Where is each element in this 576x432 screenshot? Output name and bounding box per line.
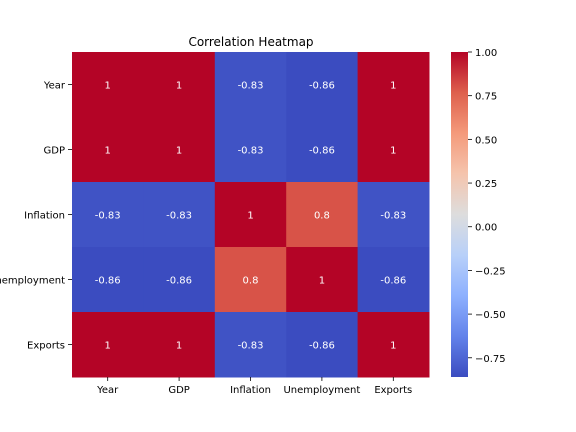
y-tick-label: Exports [27, 341, 65, 352]
colorbar-tick-label: −0.75 [475, 354, 506, 365]
cell-annotation: -0.86 [309, 81, 335, 92]
heatmap-cell [143, 247, 216, 313]
colorbar-tick-label: 1.00 [475, 48, 497, 59]
colorbar-tick-label: 0.50 [475, 135, 497, 146]
cell-annotation: -0.83 [95, 211, 121, 222]
heatmap-cell [214, 182, 287, 248]
x-tick-label: Exports [374, 385, 412, 396]
cell-annotation: 1 [176, 341, 182, 352]
heatmap-cell [214, 52, 287, 118]
heatmap-cell [357, 117, 430, 183]
colorbar-gradient [451, 52, 468, 377]
x-tick-label: Unemployment [283, 385, 360, 396]
cell-annotation: -0.86 [309, 341, 335, 352]
cell-annotation: 1 [176, 146, 182, 157]
y-tick-label: Year [43, 81, 66, 92]
heatmap-cell [286, 247, 359, 313]
y-tick-label: Inflation [24, 211, 65, 222]
y-tick-label: Unemployment [0, 276, 65, 287]
heatmap-cell [72, 312, 144, 378]
heatmap-cell [357, 182, 430, 248]
cell-annotation: -0.83 [166, 211, 192, 222]
heatmap-cell [72, 117, 144, 183]
cell-annotation: 1 [390, 146, 396, 157]
heatmap-cell [286, 117, 359, 183]
heatmap-cell [72, 247, 144, 313]
heatmap-cells [72, 52, 430, 378]
cell-annotation: -0.83 [238, 341, 264, 352]
cell-annotation: -0.83 [238, 81, 264, 92]
colorbar-tick-label: 0.25 [475, 179, 497, 190]
colorbar-tick-label: −0.50 [475, 310, 506, 321]
x-tick-label: Year [96, 385, 119, 396]
heatmap-cell [286, 182, 359, 248]
y-tick-label: GDP [44, 146, 65, 157]
cell-annotation: 0.8 [243, 276, 259, 287]
heatmap-cell [214, 247, 287, 313]
heatmap-cell [72, 52, 144, 118]
cell-annotation: 1 [390, 81, 396, 92]
cell-annotation: 0.8 [314, 211, 330, 222]
cell-annotation: -0.83 [238, 146, 264, 157]
x-axis: Year GDP Inflation Unemployment Exports [96, 377, 412, 396]
heatmap-cell [143, 182, 216, 248]
cell-annotation: 1 [105, 146, 111, 157]
heatmap-cell [357, 312, 430, 378]
colorbar: 1.00 0.75 0.50 0.25 0.00 −0.25 −0.50 −0.75 [451, 48, 506, 377]
y-axis: Year GDP Inflation Unemployment Exports [0, 81, 72, 352]
x-tick-label: Inflation [230, 385, 271, 396]
cell-annotation: -0.83 [380, 211, 406, 222]
cell-annotations: 1 1 -0.83 -0.86 1 1 1 -0.83 -0.86 1 -0.83 -0.83 1 0.8… [95, 81, 406, 352]
heatmap-cell [143, 117, 216, 183]
cell-annotation: 1 [176, 81, 182, 92]
heatmap-cell [143, 312, 216, 378]
cell-annotation: -0.86 [309, 146, 335, 157]
cell-annotation: -0.86 [95, 276, 121, 287]
colorbar-tick-label: −0.25 [475, 266, 506, 277]
heatmap-cell [286, 52, 359, 118]
colorbar-tick-label: 0.75 [475, 92, 497, 103]
cell-annotation: -0.86 [166, 276, 192, 287]
heatmap-cell [357, 52, 430, 118]
cell-annotation: 1 [390, 341, 396, 352]
heatmap-cell [72, 182, 144, 248]
heatmap-cell [357, 247, 430, 313]
heatmap-cell [214, 312, 287, 378]
x-tick-label: GDP [168, 385, 189, 396]
cell-annotation: 1 [105, 81, 111, 92]
cell-annotation: 1 [247, 211, 253, 222]
heatmap-cell [286, 312, 359, 378]
cell-annotation: 1 [105, 341, 111, 352]
cell-annotation: 1 [319, 276, 325, 287]
chart-title: Correlation Heatmap [188, 35, 313, 49]
heatmap-cell [214, 117, 287, 183]
heatmap-cell [143, 52, 216, 118]
colorbar-tick-label: 0.00 [475, 223, 497, 234]
cell-annotation: -0.86 [380, 276, 406, 287]
